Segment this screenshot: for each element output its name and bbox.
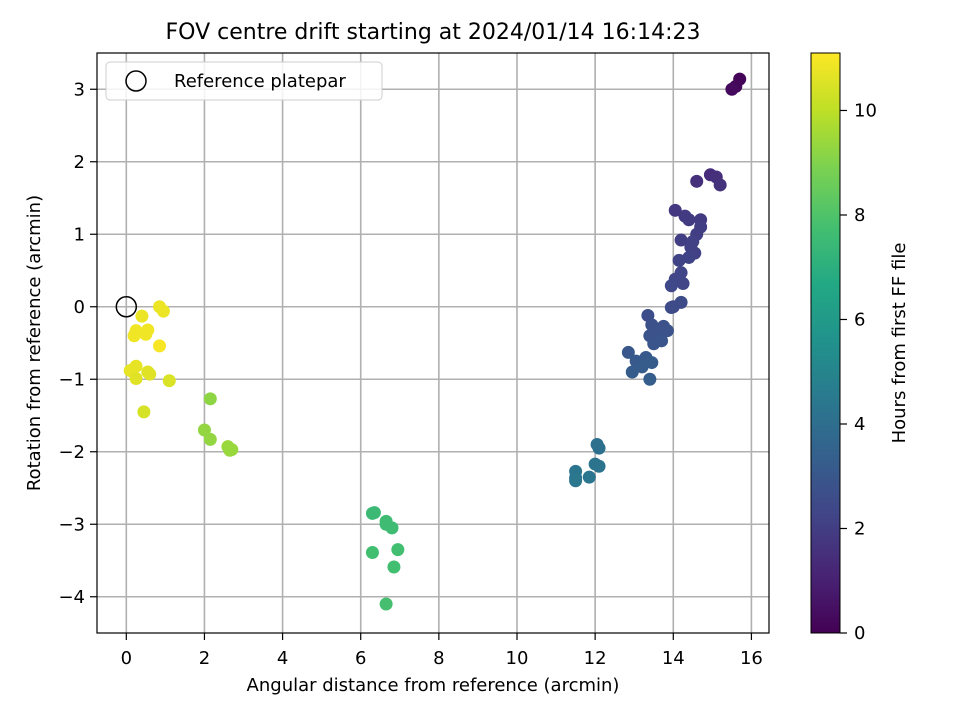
data-point <box>135 309 149 323</box>
reference-platepar-marker <box>115 296 138 318</box>
y-tick-label: 2 <box>74 152 85 173</box>
data-point <box>139 327 153 341</box>
x-tick-label: 4 <box>277 648 288 669</box>
data-point <box>647 337 661 351</box>
data-point <box>365 546 379 560</box>
colorbar-tick-label: 0 <box>854 623 865 644</box>
data-point <box>672 253 686 267</box>
y-tick-label: 0 <box>74 297 85 318</box>
data-point <box>621 345 635 359</box>
data-point <box>197 423 211 437</box>
legend: Reference platepar <box>105 61 383 101</box>
x-tick-label: 0 <box>121 648 132 669</box>
data-point <box>660 324 674 338</box>
grid <box>97 53 769 633</box>
data-point <box>223 443 237 457</box>
data-point <box>162 374 176 388</box>
data-point <box>643 372 657 386</box>
data-point <box>156 304 170 318</box>
data-point <box>379 597 393 611</box>
data-point <box>682 250 696 264</box>
colorbar-tick-label: 6 <box>854 309 865 330</box>
colorbar-label: Hours from first FF file <box>889 243 910 444</box>
data-point <box>674 233 688 247</box>
x-tick-label: 6 <box>355 648 366 669</box>
data-point <box>592 459 606 473</box>
colorbar-tick-label: 8 <box>854 205 865 226</box>
data-point <box>143 367 157 381</box>
colorbar-tick-label: 2 <box>854 518 865 539</box>
data-point <box>569 474 583 488</box>
data-point <box>137 405 151 419</box>
data-point <box>664 300 678 314</box>
legend-box <box>105 61 383 101</box>
data-point <box>668 203 682 217</box>
data-point <box>645 356 659 370</box>
x-tick-label: 8 <box>433 648 444 669</box>
data-point <box>582 470 596 484</box>
data-point <box>385 521 399 535</box>
data-point <box>153 339 167 353</box>
y-tick-label: 3 <box>74 79 85 100</box>
colorbar: 0 2 4 6 8 10 Hours from first FF file <box>810 52 910 644</box>
data-point <box>725 82 739 96</box>
x-tick-label: 16 <box>740 648 763 669</box>
x-tick-label: 12 <box>584 648 607 669</box>
data-point <box>664 279 678 293</box>
x-tick-label: 14 <box>662 648 685 669</box>
chart-title: FOV centre drift starting at 2024/01/14 … <box>166 20 701 45</box>
data-point <box>203 392 217 406</box>
data-point <box>676 277 690 291</box>
data-point <box>129 372 143 386</box>
x-axis-label: Angular distance from reference (arcmin) <box>247 675 620 696</box>
data-point <box>387 560 401 574</box>
colorbar-gradient <box>810 52 841 634</box>
data-points <box>115 72 747 611</box>
x-tick-label: 2 <box>199 648 210 669</box>
x-tick-label: 10 <box>506 648 529 669</box>
y-axis-ticks: −4 −3 −2 −1 0 1 2 3 <box>58 79 97 608</box>
y-tick-label: 1 <box>74 224 85 245</box>
plot-frame <box>96 52 770 634</box>
data-point <box>127 329 141 343</box>
colorbar-ticks: 0 2 4 6 8 10 <box>840 100 877 644</box>
data-point <box>713 178 727 192</box>
colorbar-tick-label: 10 <box>854 100 877 121</box>
data-point <box>625 365 639 379</box>
x-axis-ticks: 0 2 4 6 8 10 12 14 16 <box>121 633 763 669</box>
y-axis-label: Rotation from reference (arcmin) <box>24 195 45 491</box>
y-tick-label: −2 <box>58 442 85 463</box>
legend-label: Reference platepar <box>174 71 346 92</box>
data-point <box>367 506 381 520</box>
data-point <box>203 432 217 446</box>
data-point <box>690 174 704 188</box>
y-tick-label: −4 <box>58 587 85 608</box>
data-point <box>592 441 606 455</box>
colorbar-tick-label: 4 <box>854 414 865 435</box>
legend-marker <box>125 70 147 92</box>
y-tick-label: −3 <box>58 514 85 535</box>
y-tick-label: −1 <box>58 369 85 390</box>
data-point <box>635 360 649 374</box>
data-point <box>674 295 688 309</box>
data-point <box>391 543 405 557</box>
data-point <box>682 213 696 227</box>
